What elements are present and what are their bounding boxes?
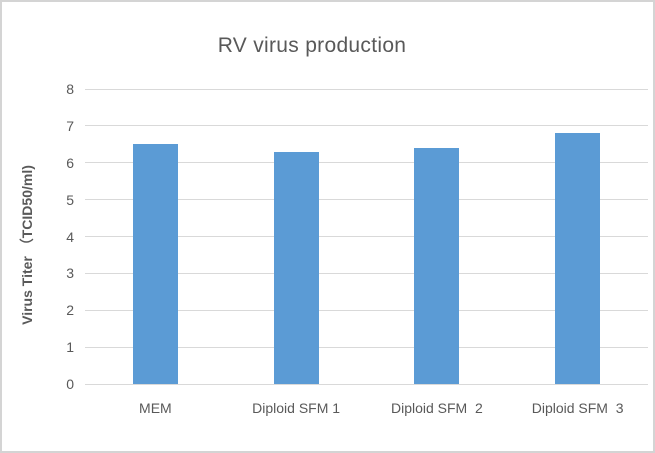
- gridline: [85, 272, 648, 274]
- y-tick-label: 3: [66, 265, 74, 282]
- y-tick-label: 7: [66, 117, 74, 134]
- y-tick-label: 1: [66, 339, 74, 356]
- x-category-label: Diploid SFM 3: [531, 400, 624, 416]
- x-category-label: MEM: [139, 400, 172, 416]
- gridline: [85, 383, 648, 385]
- gridline: [85, 309, 648, 311]
- y-tick-label: 4: [66, 228, 74, 245]
- plot-area: [85, 88, 648, 385]
- bar-diploid-sfm-3: [555, 133, 601, 384]
- gridline: [85, 88, 648, 90]
- chart-title: RV virus production: [217, 34, 407, 57]
- y-tick-label: 2: [66, 302, 74, 319]
- gridline: [85, 346, 648, 348]
- y-tick-label: 5: [66, 191, 74, 208]
- bar-diploid-sfm-1: [273, 151, 319, 384]
- x-category-label: Diploid SFM 2: [390, 400, 483, 416]
- bar-mem: [132, 144, 178, 384]
- bar-diploid-sfm-2: [414, 148, 460, 384]
- y-tick-label: 0: [66, 376, 74, 392]
- gridline: [85, 162, 648, 164]
- x-category-label: Diploid SFM 1: [252, 400, 341, 416]
- gridline: [85, 125, 648, 127]
- y-tick-label: 8: [66, 81, 74, 97]
- gridline: [85, 236, 648, 237]
- y-tick-label: 6: [66, 154, 74, 171]
- gridline: [85, 199, 648, 201]
